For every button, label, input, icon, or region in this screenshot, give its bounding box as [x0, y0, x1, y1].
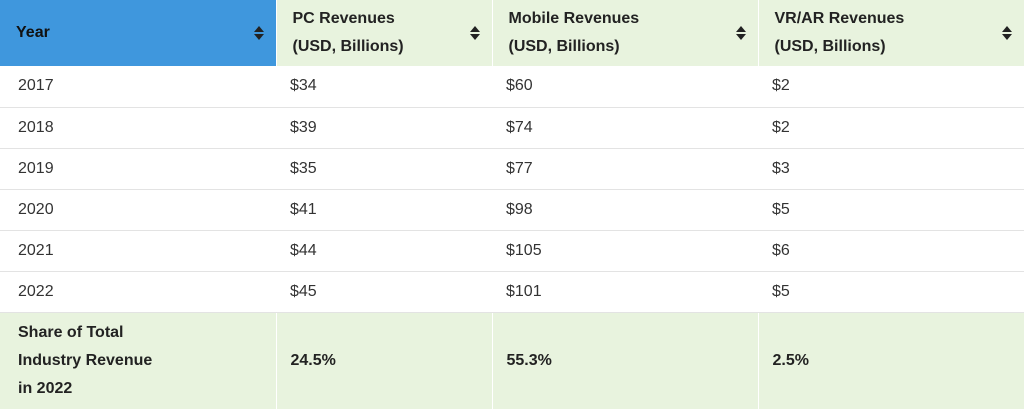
header-row: Year PC Revenues (USD, Billions) Mobile … [0, 0, 1024, 66]
cell-pc-revenue: $44 [276, 230, 492, 272]
table-row: 2021 $44 $105 $6 [0, 230, 1024, 272]
cell-pc-revenue: $41 [276, 189, 492, 231]
sort-icon[interactable] [469, 25, 480, 41]
table-row: 2018 $39 $74 $2 [0, 107, 1024, 149]
cell-mobile-revenue: $98 [492, 189, 758, 231]
table-footer: Share of Total Industry Revenue in 2022 … [0, 312, 1024, 409]
column-header-label: VR/AR Revenues (USD, Billions) [775, 5, 1024, 61]
table-row: 2019 $35 $77 $3 [0, 148, 1024, 190]
cell-vr-ar-revenue: $5 [758, 189, 1024, 231]
cell-vr-ar-revenue: $3 [758, 148, 1024, 190]
table-row: 2022 $45 $101 $5 [0, 271, 1024, 313]
footer-mobile-share: 55.3% [491, 312, 758, 409]
column-header-label: Mobile Revenues (USD, Billions) [509, 5, 758, 61]
cell-mobile-revenue: $101 [492, 271, 758, 313]
column-header-line1: Year [16, 24, 50, 41]
table-body: 2017 $34 $60 $2 2018 $39 $74 $2 2019 $35… [0, 66, 1024, 313]
footer-label-line: Share of Total [18, 323, 124, 341]
column-header-line1: VR/AR Revenues [774, 10, 905, 27]
cell-pc-revenue: $35 [276, 148, 492, 190]
cell-pc-revenue: $34 [276, 66, 492, 108]
cell-mobile-revenue: $60 [492, 66, 758, 108]
cell-vr-ar-revenue: $2 [758, 107, 1024, 149]
footer-row: Share of Total Industry Revenue in 2022 … [0, 312, 1024, 409]
column-header-line2: (USD, Billions) [508, 38, 620, 55]
column-header-line1: Mobile Revenues [508, 10, 640, 27]
footer-vr-ar-share: 2.5% [757, 312, 1024, 409]
column-header-pc-revenues[interactable]: PC Revenues (USD, Billions) [275, 0, 492, 66]
table-header: Year PC Revenues (USD, Billions) Mobile … [0, 0, 1024, 66]
footer-label: Share of Total Industry Revenue in 2022 [0, 312, 276, 409]
footer-label-line: in 2022 [18, 379, 73, 397]
column-header-year[interactable]: Year [0, 0, 276, 66]
cell-year: 2022 [0, 271, 276, 313]
cell-mobile-revenue: $74 [492, 107, 758, 149]
cell-vr-ar-revenue: $6 [758, 230, 1024, 272]
cell-pc-revenue: $45 [276, 271, 492, 313]
column-header-line1: PC Revenues [292, 10, 395, 27]
footer-label-line: Industry Revenue [18, 351, 153, 369]
column-header-line2: (USD, Billions) [292, 38, 404, 55]
sort-icon[interactable] [735, 25, 746, 41]
sort-icon[interactable] [253, 25, 264, 41]
footer-pc-share: 24.5% [275, 312, 492, 409]
cell-pc-revenue: $39 [276, 107, 492, 149]
cell-year: 2021 [0, 230, 276, 272]
sort-icon[interactable] [1002, 25, 1012, 41]
table-row: 2020 $41 $98 $5 [0, 189, 1024, 231]
cell-year: 2020 [0, 189, 276, 231]
cell-year: 2019 [0, 148, 276, 190]
cell-year: 2018 [0, 107, 276, 149]
cell-vr-ar-revenue: $5 [758, 271, 1024, 313]
column-header-mobile-revenues[interactable]: Mobile Revenues (USD, Billions) [491, 0, 758, 66]
table-row: 2017 $34 $60 $2 [0, 66, 1024, 108]
column-header-label: PC Revenues (USD, Billions) [293, 5, 492, 61]
column-header-line2: (USD, Billions) [774, 38, 886, 55]
column-header-label: Year [16, 19, 276, 47]
cell-year: 2017 [0, 66, 276, 108]
column-header-vr-ar-revenues[interactable]: VR/AR Revenues (USD, Billions) [757, 0, 1024, 66]
cell-mobile-revenue: $77 [492, 148, 758, 190]
cell-vr-ar-revenue: $2 [758, 66, 1024, 108]
cell-mobile-revenue: $105 [492, 230, 758, 272]
